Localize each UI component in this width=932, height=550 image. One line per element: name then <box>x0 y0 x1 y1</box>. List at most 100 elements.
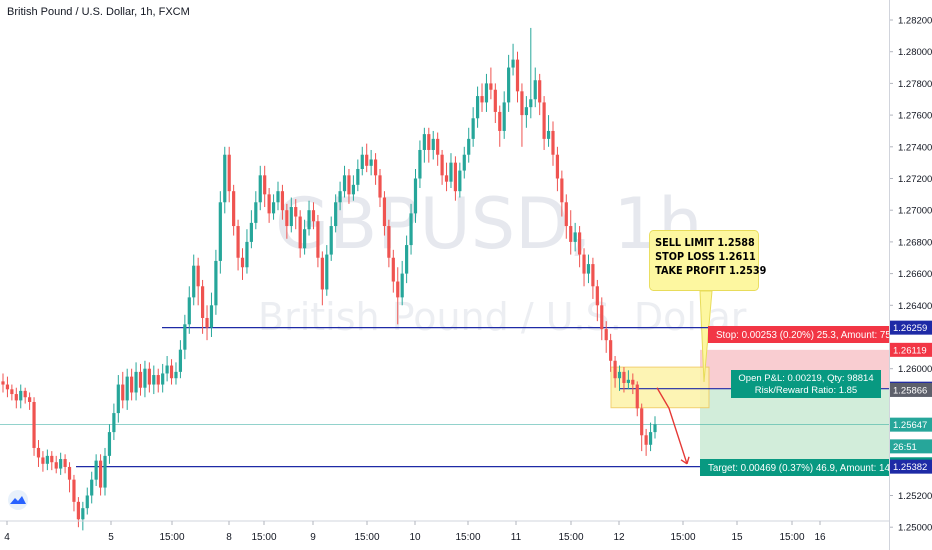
candle <box>285 203 289 239</box>
candle <box>653 416 657 439</box>
candle <box>533 67 537 108</box>
candle <box>289 197 293 233</box>
candle <box>303 219 307 255</box>
note-sell-limit: SELL LIMIT 1.2588 <box>655 236 755 249</box>
candle <box>507 54 511 112</box>
chart-title: British Pound / U.S. Dollar, 1h, FXCM <box>7 6 190 18</box>
candle <box>183 314 187 360</box>
candle <box>23 387 27 404</box>
stop-label: Stop: 0.00253 (0.20%) 25.3, Amount: 750 <box>708 326 897 343</box>
svg-text:1.25647: 1.25647 <box>893 420 927 431</box>
candle <box>14 387 18 409</box>
projected-arrow-head <box>680 456 690 465</box>
candle <box>356 159 360 192</box>
candle <box>444 162 449 192</box>
candle <box>360 146 364 176</box>
time-tick-label: 15:00 <box>779 532 804 543</box>
candle <box>329 216 333 261</box>
candle <box>520 83 524 147</box>
candle <box>103 447 107 496</box>
candle <box>196 257 200 306</box>
candle <box>511 43 515 76</box>
candle <box>174 362 178 385</box>
time-tick-label: 4 <box>4 532 10 543</box>
time-axis[interactable]: 4 5 15:00 8 15:00 9 15:00 10 15:00 11 15:00 12 15:00… <box>0 520 889 543</box>
time-tick-label: 15:00 <box>354 532 379 543</box>
svg-text:1.25866: 1.25866 <box>893 385 927 396</box>
time-tick-label: 8 <box>226 532 232 543</box>
time-tick-label: 15:00 <box>251 532 276 543</box>
candle <box>10 384 14 401</box>
candle <box>555 146 560 192</box>
candle <box>1 373 5 393</box>
price-tick-label: 1.25000 <box>898 523 932 534</box>
price-tick-label: 1.26800 <box>898 237 932 248</box>
price-axis-separator <box>889 0 890 550</box>
candle <box>542 96 546 150</box>
tradingview-logo-icon[interactable] <box>6 490 30 510</box>
price-axis[interactable]: 1.28200 1.28000 1.27800 1.27600 1.27400 1.272… <box>889 16 932 534</box>
candle <box>236 219 240 271</box>
candle <box>311 202 316 230</box>
projected-path-line[interactable] <box>656 387 688 465</box>
price-tick-label: 1.27600 <box>898 111 932 122</box>
candle <box>59 452 63 475</box>
candle <box>640 403 644 452</box>
candle <box>551 121 555 166</box>
candle <box>138 363 143 396</box>
candle <box>440 149 444 185</box>
candle <box>449 153 453 189</box>
candle <box>604 321 608 353</box>
candle <box>81 501 85 531</box>
candle <box>409 203 413 255</box>
target-label: Target: 0.00469 (0.37%) 46.9, Amount: 14… <box>700 459 904 476</box>
trade-note[interactable]: SELL LIMIT 1.2588 STOP LOSS 1.2611 TAKE … <box>649 230 766 291</box>
candle <box>436 132 440 166</box>
candle <box>613 356 617 388</box>
target-zone <box>700 388 889 465</box>
price-tick-label: 1.27000 <box>898 206 932 217</box>
projected-path[interactable] <box>656 387 690 465</box>
price-tick-label: 1.26400 <box>898 301 932 312</box>
candle <box>609 333 613 372</box>
candle <box>475 86 480 128</box>
candle <box>635 381 639 417</box>
candle <box>276 181 280 211</box>
time-tick-label: 16 <box>814 532 826 543</box>
candle <box>147 362 151 393</box>
price-tick-label: 1.27400 <box>898 142 932 153</box>
candle <box>564 194 568 239</box>
svg-text:1.26259: 1.26259 <box>893 323 927 334</box>
candle <box>263 165 267 208</box>
candle <box>218 191 222 274</box>
candle <box>582 248 586 287</box>
candle <box>45 449 49 471</box>
candle <box>32 397 36 456</box>
candle <box>267 188 271 223</box>
candle <box>258 165 262 211</box>
note-stop-loss: STOP LOSS 1.2611 <box>655 250 756 263</box>
svg-text:26:51: 26:51 <box>893 442 917 453</box>
candle <box>413 168 418 223</box>
candle <box>169 359 174 385</box>
candle <box>72 474 76 512</box>
sell-zone <box>610 366 710 409</box>
candle <box>453 156 458 201</box>
candle <box>427 127 431 163</box>
price-tick-label: 1.27200 <box>898 174 932 185</box>
candle <box>54 455 58 474</box>
candle <box>586 254 591 284</box>
time-tick-label: 11 <box>511 532 522 543</box>
candle <box>116 375 120 423</box>
time-tick-label: 12 <box>613 532 625 543</box>
candle <box>546 115 551 147</box>
candle <box>489 67 493 100</box>
price-tick-label: 1.27800 <box>898 79 932 90</box>
candle <box>338 181 342 211</box>
candle <box>405 235 409 284</box>
candle <box>458 162 462 198</box>
candle <box>538 73 542 116</box>
candle <box>622 367 626 393</box>
candle <box>462 146 466 179</box>
